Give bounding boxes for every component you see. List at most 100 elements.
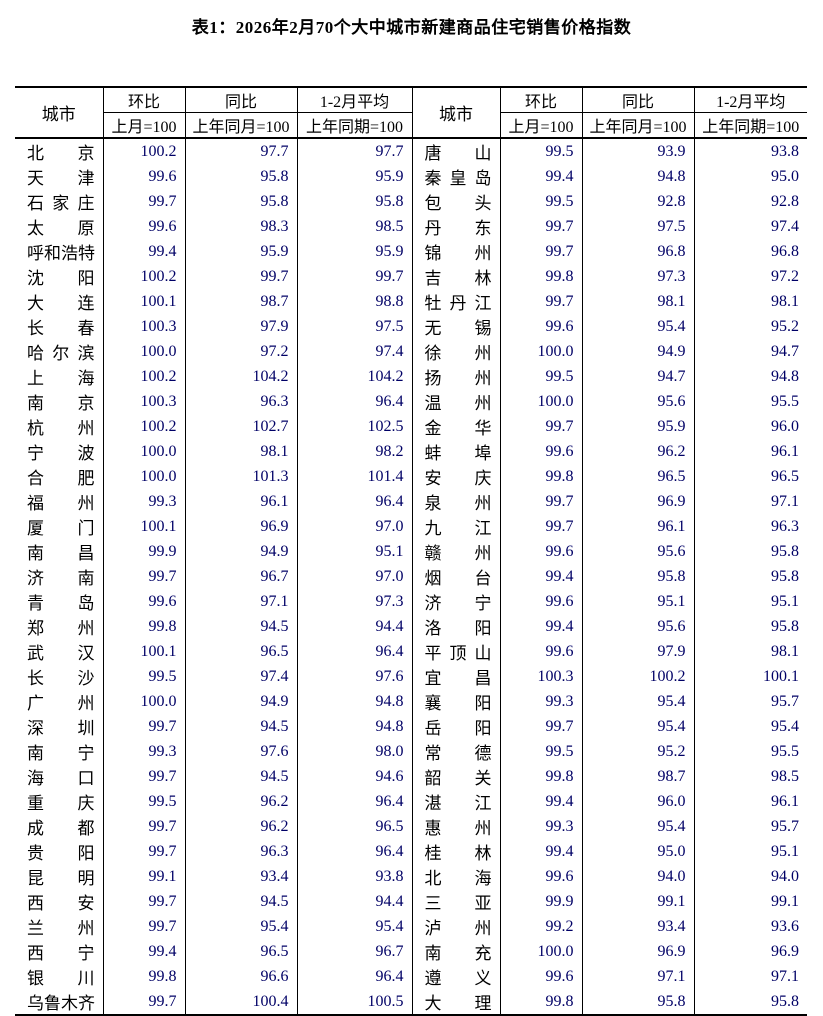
city-char: 襄	[424, 694, 442, 713]
city-cell: 宁波	[15, 439, 103, 464]
city-char: 都	[77, 819, 95, 838]
city-cell: 洛阳	[411, 614, 500, 639]
table-row: 重庆 99.5 96.2 96.4 湛江 99.4 96.0 96.1	[15, 789, 807, 814]
city-name: 岳阳	[425, 714, 492, 739]
subheader-avg-right: 上年同期=100	[693, 112, 807, 139]
city-cell: 惠州	[411, 814, 500, 839]
mom-value: 99.3	[102, 489, 185, 514]
city-cell: 西安	[15, 889, 103, 914]
header-yoy-left: 同比	[184, 87, 297, 113]
city-name: 贵阳	[27, 839, 95, 864]
city-cell: 武汉	[15, 639, 103, 664]
city-cell: 扬州	[411, 364, 500, 389]
mom-value: 99.9	[499, 889, 582, 914]
table-row: 长春 100.3 97.9 97.5 无锡 99.6 95.4 95.2	[15, 314, 807, 339]
mom-value: 100.2	[102, 138, 185, 164]
city-cell: 呼和浩特	[15, 239, 103, 264]
avg-value: 95.4	[296, 914, 412, 939]
city-char: 海	[77, 369, 95, 388]
city-char: 吉	[424, 269, 442, 288]
avg-value: 96.4	[296, 789, 412, 814]
mom-value: 99.7	[102, 714, 185, 739]
table-row: 沈阳 100.2 99.7 99.7 吉林 99.8 97.3 97.2	[15, 264, 807, 289]
city-char: 皇	[449, 169, 467, 188]
city-char: 上	[27, 369, 44, 388]
city-char: 家	[52, 194, 70, 213]
avg-value: 97.2	[693, 264, 807, 289]
city-cell: 杭州	[15, 414, 103, 439]
header-city-left: 城市	[15, 87, 103, 139]
city-char: 川	[77, 969, 95, 988]
city-name: 惠州	[425, 814, 492, 839]
city-char: 江	[474, 519, 492, 538]
city-char: 口	[77, 769, 95, 788]
city-name: 温州	[425, 389, 492, 414]
subheader-mom-left: 上月=100	[102, 112, 185, 139]
city-char: 宁	[27, 444, 44, 463]
city-name: 扬州	[425, 364, 492, 389]
table-row: 济南 99.7 96.7 97.0 烟台 99.4 95.8 95.8	[15, 564, 807, 589]
city-char: 顶	[449, 644, 467, 663]
mom-value: 99.5	[102, 789, 185, 814]
avg-value: 96.1	[693, 789, 807, 814]
mom-value: 99.8	[499, 764, 582, 789]
city-cell: 兰州	[15, 914, 103, 939]
city-cell: 成都	[15, 814, 103, 839]
mom-value: 99.3	[499, 689, 582, 714]
city-cell: 太原	[15, 214, 103, 239]
mom-value: 99.4	[499, 164, 582, 189]
avg-value: 95.8	[693, 564, 807, 589]
mom-value: 100.0	[102, 439, 185, 464]
avg-value: 96.4	[296, 489, 412, 514]
city-char: 济	[27, 569, 44, 588]
city-char: 福	[27, 494, 44, 513]
yoy-value: 97.9	[184, 314, 297, 339]
mom-value: 99.6	[499, 314, 582, 339]
city-char: 太	[27, 219, 44, 238]
city-cell: 昆明	[15, 864, 103, 889]
avg-value: 94.8	[296, 714, 412, 739]
city-char: 鲁	[44, 994, 61, 1013]
table-row: 青岛 99.6 97.1 97.3 济宁 99.6 95.1 95.1	[15, 589, 807, 614]
yoy-value: 94.5	[184, 714, 297, 739]
city-cell: 贵阳	[15, 839, 103, 864]
table-body: 北京 100.2 97.7 97.7 唐山 99.5 93.9 93.8 天津 99.6 95.8 9…	[15, 138, 807, 1015]
yoy-value: 98.3	[184, 214, 297, 239]
city-cell: 南京	[15, 389, 103, 414]
city-char: 山	[474, 144, 492, 163]
mom-value: 100.2	[102, 264, 185, 289]
avg-value: 95.4	[693, 714, 807, 739]
avg-value: 96.4	[296, 639, 412, 664]
city-char: 连	[77, 294, 95, 313]
avg-value: 97.0	[296, 514, 412, 539]
mom-value: 99.7	[499, 714, 582, 739]
city-cell: 牡丹江	[411, 289, 500, 314]
city-char: 无	[424, 319, 442, 338]
city-name: 福州	[27, 489, 95, 514]
mom-value: 99.6	[499, 589, 582, 614]
city-char: 州	[474, 244, 492, 263]
city-char: 牡	[424, 294, 442, 313]
avg-value: 104.2	[296, 364, 412, 389]
city-char: 京	[77, 394, 95, 413]
city-char: 门	[77, 519, 95, 538]
avg-value: 98.5	[296, 214, 412, 239]
yoy-value: 97.9	[581, 639, 694, 664]
table-row: 银川 99.8 96.6 96.4 遵义 99.6 97.1 97.1	[15, 964, 807, 989]
city-char: 武	[27, 644, 44, 663]
city-name: 青岛	[27, 589, 95, 614]
city-char: 岛	[474, 169, 492, 188]
yoy-value: 93.9	[581, 138, 694, 164]
city-cell: 九江	[411, 514, 500, 539]
city-char: 乌	[27, 994, 44, 1013]
city-name: 洛阳	[425, 614, 492, 639]
city-char: 州	[474, 369, 492, 388]
mom-value: 99.4	[499, 614, 582, 639]
city-name: 吉林	[425, 264, 492, 289]
mom-value: 99.8	[102, 964, 185, 989]
city-char: 扬	[424, 369, 442, 388]
header-group-row: 城市 环比 同比 1-2月平均 城市 环比 同比 1-2月平均	[15, 87, 807, 139]
city-char: 明	[77, 869, 95, 888]
city-char: 义	[474, 969, 492, 988]
yoy-value: 96.8	[581, 239, 694, 264]
